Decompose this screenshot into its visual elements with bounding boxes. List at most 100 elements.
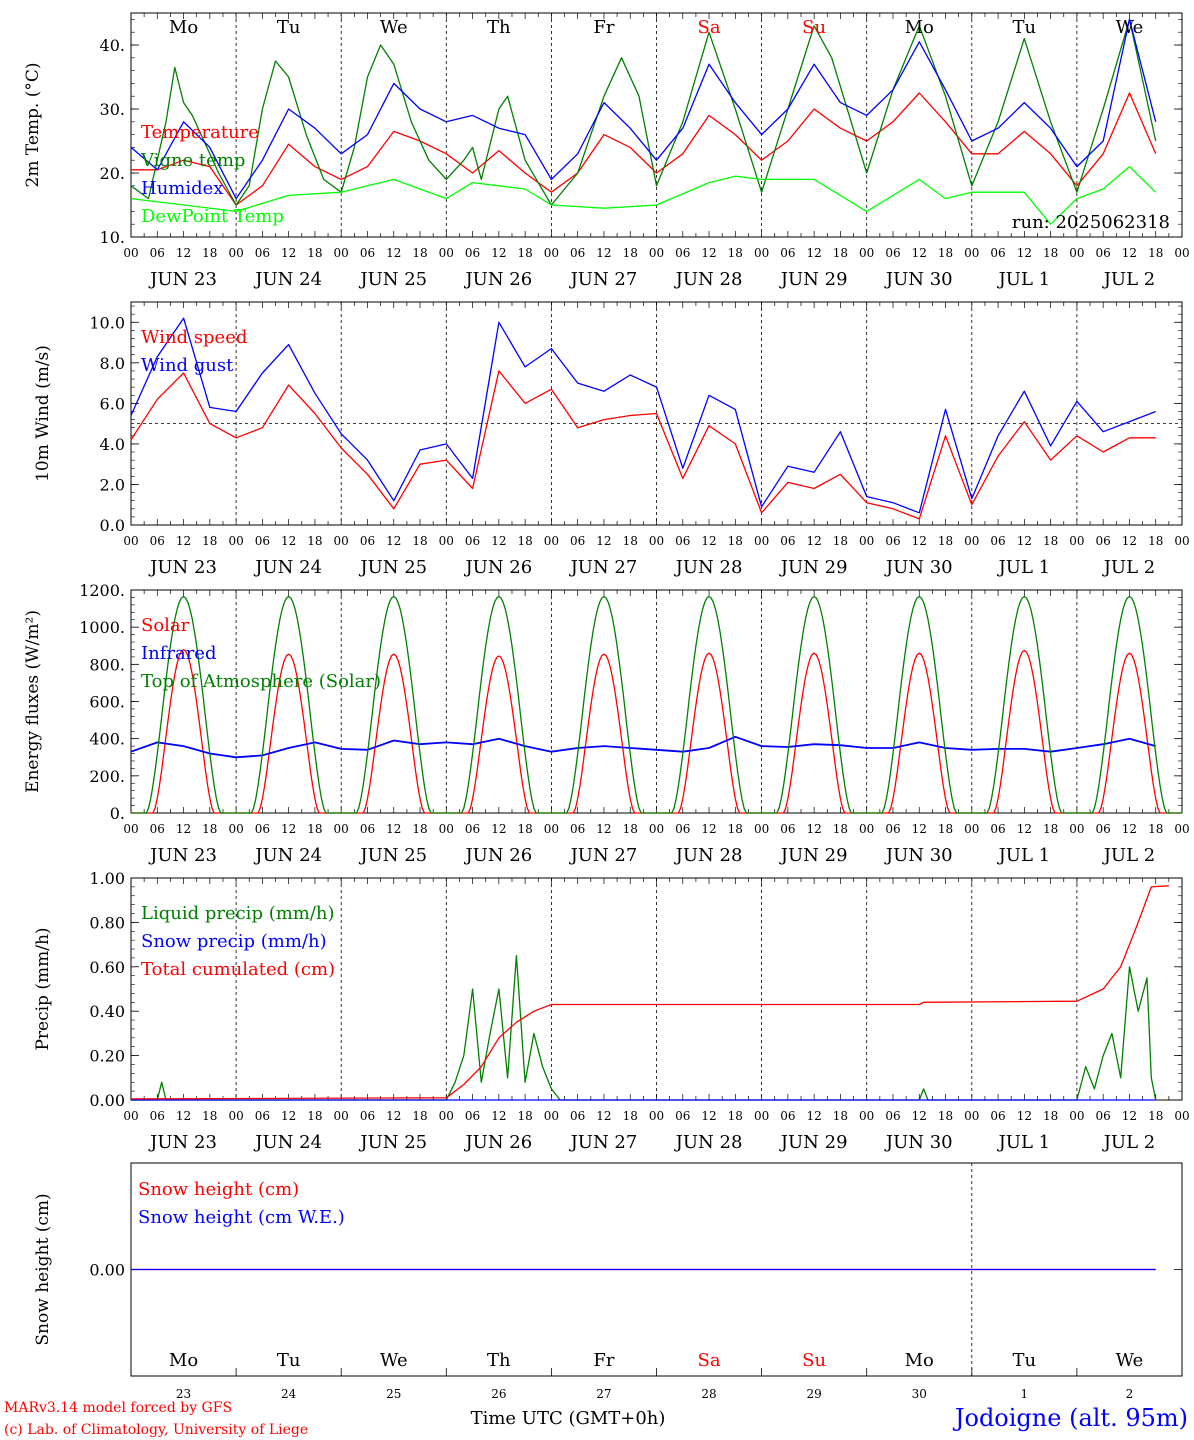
date-label: JUL 2 bbox=[1102, 269, 1156, 290]
hour-label: 06 bbox=[570, 246, 585, 260]
hour-label: 12 bbox=[386, 246, 401, 260]
hour-label: 12 bbox=[1122, 246, 1137, 260]
hour-label: 18 bbox=[307, 1109, 322, 1123]
panel-4: 00 06 12 18 00 06 12 18 00 06 12 18 00 06 12 18 00 06 12 18… bbox=[33, 869, 1190, 1153]
credit-line-2: (c) Lab. of Climatology, University of L… bbox=[4, 1422, 308, 1438]
date-label: JUN 23 bbox=[148, 1132, 217, 1153]
date-label: JUL 1 bbox=[997, 1132, 1051, 1153]
hour-label: 00 bbox=[228, 246, 243, 260]
hour-label: 06 bbox=[360, 1109, 375, 1123]
hour-label: 18 bbox=[728, 534, 743, 548]
date-label: JUN 28 bbox=[674, 1132, 743, 1153]
hour-label: 00 bbox=[1174, 822, 1189, 836]
hour-label: 12 bbox=[1122, 1109, 1137, 1123]
date-label: JUN 24 bbox=[253, 557, 322, 578]
hour-label: 18 bbox=[1043, 1109, 1058, 1123]
run-annotation: run: 2025062318 bbox=[1012, 212, 1170, 233]
hour-label: 06 bbox=[780, 1109, 795, 1123]
hour-label: 12 bbox=[491, 246, 506, 260]
hour-label: 06 bbox=[255, 822, 270, 836]
hour-label: 06 bbox=[255, 534, 270, 548]
hour-label: 12 bbox=[701, 246, 716, 260]
hour-label: 00 bbox=[859, 1109, 874, 1123]
y-tick-label: 0.20 bbox=[89, 1047, 125, 1066]
hour-label: 00 bbox=[123, 246, 138, 260]
legend-entry: Wind gust bbox=[141, 355, 234, 376]
day-number-label: 27 bbox=[596, 1387, 611, 1401]
hour-label: 06 bbox=[885, 1109, 900, 1123]
hour-label: 00 bbox=[754, 246, 769, 260]
hour-label: 06 bbox=[885, 534, 900, 548]
y-tick-label: 1.00 bbox=[89, 869, 125, 888]
day-of-week-label: Mo bbox=[905, 1350, 934, 1371]
day-of-week-label: Mo bbox=[169, 17, 198, 38]
hour-label: 18 bbox=[202, 534, 217, 548]
date-label: JUN 28 bbox=[674, 845, 743, 866]
hour-label: 12 bbox=[807, 1109, 822, 1123]
hour-label: 06 bbox=[570, 534, 585, 548]
panel-2: 00 06 12 18 00 06 12 18 00 06 12 18 00 06 12 18 00 06 12 18… bbox=[33, 301, 1190, 578]
series-line-1 bbox=[131, 955, 1157, 1101]
day-of-week-label: Th bbox=[487, 1350, 511, 1371]
legend-entry: Snow height (cm W.E.) bbox=[138, 1207, 345, 1228]
panel-1: 00 06 12 18 00 06 12 18 00 06 12 18 00 06 12 18 00 06 12 18… bbox=[23, 12, 1190, 290]
hour-label: 00 bbox=[228, 822, 243, 836]
hour-label: 12 bbox=[281, 822, 296, 836]
hour-label: 06 bbox=[570, 1109, 585, 1123]
y-tick-label: 600. bbox=[89, 693, 125, 712]
hour-label: 06 bbox=[885, 822, 900, 836]
date-label: JUL 1 bbox=[997, 845, 1051, 866]
legend-entry: Snow precip (mm/h) bbox=[141, 931, 327, 952]
hour-label: 06 bbox=[780, 822, 795, 836]
series-line-2 bbox=[130, 317, 1156, 514]
hour-label: 06 bbox=[990, 534, 1005, 548]
hour-label: 06 bbox=[360, 534, 375, 548]
day-of-week-label: We bbox=[1116, 17, 1144, 38]
hour-label: 06 bbox=[990, 246, 1005, 260]
y-tick-label: 0.80 bbox=[89, 913, 125, 932]
hour-label: 00 bbox=[228, 1109, 243, 1123]
date-label: JUN 29 bbox=[779, 557, 848, 578]
day-number-label: 25 bbox=[386, 1387, 401, 1401]
day-of-week-label: We bbox=[1116, 1350, 1144, 1371]
hour-label: 00 bbox=[1174, 1109, 1189, 1123]
hour-label: 12 bbox=[176, 1109, 191, 1123]
y-tick-label: 800. bbox=[89, 655, 125, 674]
date-label: JUN 25 bbox=[358, 845, 427, 866]
hour-label: 12 bbox=[701, 1109, 716, 1123]
hour-label: 06 bbox=[885, 246, 900, 260]
hour-label: 18 bbox=[517, 246, 532, 260]
hour-label: 00 bbox=[1174, 246, 1189, 260]
hour-label: 18 bbox=[833, 246, 848, 260]
day-number-label: 26 bbox=[491, 1387, 506, 1401]
hour-label: 00 bbox=[859, 534, 874, 548]
hour-label: 00 bbox=[544, 246, 559, 260]
legend-entry: Temperature bbox=[141, 122, 259, 143]
y-tick-label: 6.0 bbox=[100, 394, 125, 413]
y-tick-label: 0.40 bbox=[89, 1002, 125, 1021]
hour-label: 00 bbox=[439, 822, 454, 836]
y-axis-label: 10m Wind (m/s) bbox=[33, 345, 53, 482]
hour-label: 18 bbox=[1148, 246, 1163, 260]
hour-label: 00 bbox=[123, 534, 138, 548]
hour-label: 18 bbox=[623, 1109, 638, 1123]
hour-label: 18 bbox=[1043, 822, 1058, 836]
y-axis-label: 2m Temp. (°C) bbox=[23, 62, 43, 187]
hour-label: 18 bbox=[517, 534, 532, 548]
legend-entry: Top of Atmosphere (Solar) bbox=[141, 671, 381, 692]
hour-label: 00 bbox=[649, 822, 664, 836]
day-of-week-label: Mo bbox=[169, 1350, 198, 1371]
hour-label: 18 bbox=[623, 246, 638, 260]
y-tick-label: 10.0 bbox=[89, 313, 125, 332]
location-title: Jodoigne (alt. 95m) bbox=[952, 1404, 1188, 1432]
hour-label: 00 bbox=[123, 822, 138, 836]
hour-label: 00 bbox=[439, 1109, 454, 1123]
series-line-3 bbox=[130, 18, 1157, 200]
date-label: JUL 2 bbox=[1102, 845, 1156, 866]
legend-entry: Total cumulated (cm) bbox=[141, 959, 335, 980]
hour-label: 18 bbox=[938, 1109, 953, 1123]
y-tick-label: 1200. bbox=[79, 581, 125, 600]
legend-entry: Snow height (cm) bbox=[138, 1179, 299, 1200]
date-label: JUL 2 bbox=[1102, 1132, 1156, 1153]
